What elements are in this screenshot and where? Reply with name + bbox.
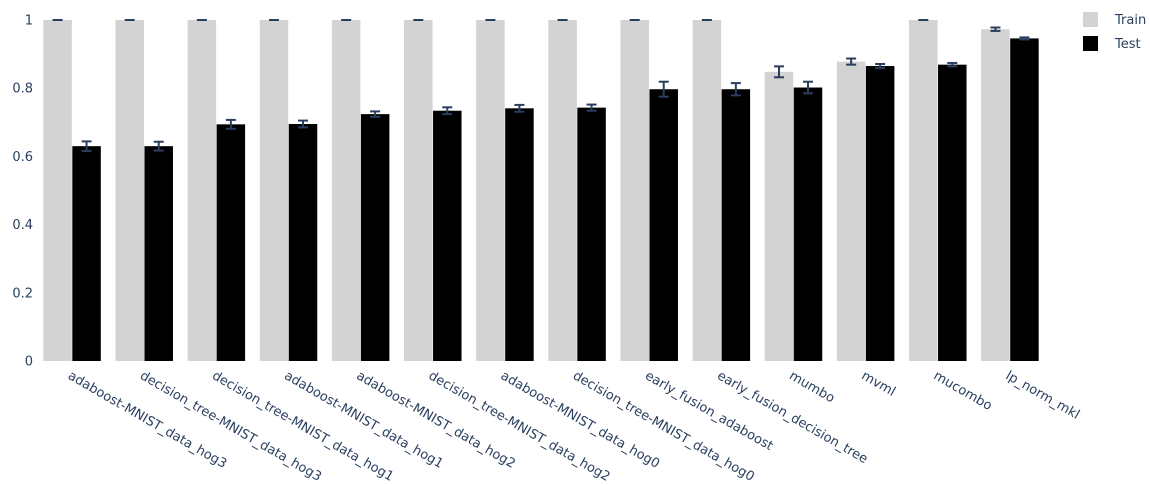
- bar-train-adaboost-MNIST_data_hog1[interactable]: [259, 20, 289, 361]
- y-tick-label: 0.6: [12, 150, 33, 165]
- error-bar-test-mucombo: [947, 61, 958, 68]
- bar-train-mumbo[interactable]: [764, 71, 794, 361]
- bar-train-lp_norm_mkl[interactable]: [981, 29, 1010, 362]
- bar-test-adaboost-MNIST_data_hog1[interactable]: [288, 124, 318, 361]
- bar-train-adaboost-MNIST_data_hog3[interactable]: [43, 20, 72, 361]
- error-bar-test-adaboost-MNIST_data_hog0: [514, 103, 525, 113]
- bars: [43, 20, 1039, 362]
- error-bar-test-decision_tree-MNIST_data_hog1: [225, 118, 236, 130]
- bar-test-decision_tree-MNIST_data_hog0[interactable]: [577, 107, 606, 361]
- x-tick-label: mumbo: [787, 368, 838, 406]
- y-tick-label: 0: [25, 355, 33, 370]
- error-bar-test-early_fusion_adaboost: [658, 80, 669, 98]
- y-tick-label: 1: [25, 14, 33, 29]
- error-bar-train-mumbo: [774, 65, 784, 79]
- x-axis: adaboost-MNIST_data_hog3decision_tree-MN…: [65, 368, 1082, 484]
- bar-test-decision_tree-MNIST_data_hog2[interactable]: [433, 110, 462, 362]
- bar-test-decision_tree-MNIST_data_hog1[interactable]: [216, 124, 246, 361]
- error-bar-test-early_fusion_decision_tree: [730, 82, 741, 97]
- error-bar-test-adaboost-MNIST_data_hog1: [298, 119, 308, 129]
- bar-test-adaboost-MNIST_data_hog0[interactable]: [505, 108, 534, 361]
- bar-test-adaboost-MNIST_data_hog2[interactable]: [360, 114, 390, 362]
- legend-item-train[interactable]: Train: [1083, 12, 1146, 28]
- bar-train-mvml[interactable]: [836, 61, 866, 361]
- bar-train-decision_tree-MNIST_data_hog3[interactable]: [115, 20, 144, 361]
- bar-train-decision_tree-MNIST_data_hog0[interactable]: [548, 20, 577, 361]
- bar-test-mucombo[interactable]: [938, 64, 967, 362]
- x-tick-label: lp_norm_mkl: [1003, 368, 1082, 422]
- error-bar-train-lp_norm_mkl: [990, 26, 1001, 32]
- legend-label: Test: [1114, 37, 1141, 52]
- y-axis: 0 0.2 0.4 0.6 0.8 1: [12, 14, 33, 370]
- error-bar-test-mvml: [875, 62, 886, 70]
- x-tick-label: early_fusion_adaboost: [642, 368, 775, 454]
- bar-test-early_fusion_adaboost[interactable]: [649, 89, 678, 361]
- x-tick-label: mucombo: [931, 368, 995, 413]
- error-bar-test-decision_tree-MNIST_data_hog2: [442, 106, 453, 116]
- error-bar-test-mumbo: [803, 80, 813, 95]
- bar-train-early_fusion_adaboost[interactable]: [620, 20, 649, 361]
- legend-swatch: [1083, 12, 1098, 27]
- legend[interactable]: Train Test: [1083, 12, 1146, 52]
- error-bar-test-lp_norm_mkl: [1019, 36, 1030, 41]
- bar-train-decision_tree-MNIST_data_hog2[interactable]: [404, 20, 433, 361]
- y-tick-label: 0.2: [12, 286, 33, 301]
- bar-test-early_fusion_decision_tree[interactable]: [721, 89, 751, 361]
- legend-label: Train: [1114, 13, 1146, 28]
- bar-train-mucombo[interactable]: [909, 20, 938, 361]
- bar-test-mvml[interactable]: [865, 66, 895, 361]
- x-tick-label: mvml: [859, 368, 898, 399]
- y-tick-label: 0.4: [12, 218, 33, 233]
- bar-train-decision_tree-MNIST_data_hog1[interactable]: [187, 20, 217, 361]
- bar-test-lp_norm_mkl[interactable]: [1010, 38, 1039, 361]
- bar-train-adaboost-MNIST_data_hog2[interactable]: [331, 20, 361, 361]
- legend-item-test[interactable]: Test: [1083, 36, 1141, 52]
- bar-test-decision_tree-MNIST_data_hog3[interactable]: [144, 146, 173, 361]
- error-bars: [52, 19, 1030, 152]
- error-bar-test-adaboost-MNIST_data_hog3: [81, 140, 92, 152]
- error-bar-train-mvml: [846, 57, 857, 66]
- error-bar-test-decision_tree-MNIST_data_hog3: [153, 140, 164, 152]
- y-tick-label: 0.8: [12, 82, 33, 97]
- bar-test-adaboost-MNIST_data_hog3[interactable]: [72, 146, 101, 361]
- bar-train-adaboost-MNIST_data_hog0[interactable]: [476, 20, 505, 361]
- error-bar-test-adaboost-MNIST_data_hog2: [370, 110, 381, 118]
- bar-test-mumbo[interactable]: [793, 87, 823, 362]
- error-bar-test-decision_tree-MNIST_data_hog0: [586, 103, 597, 112]
- bar-train-early_fusion_decision_tree[interactable]: [692, 20, 722, 361]
- legend-swatch: [1083, 36, 1098, 51]
